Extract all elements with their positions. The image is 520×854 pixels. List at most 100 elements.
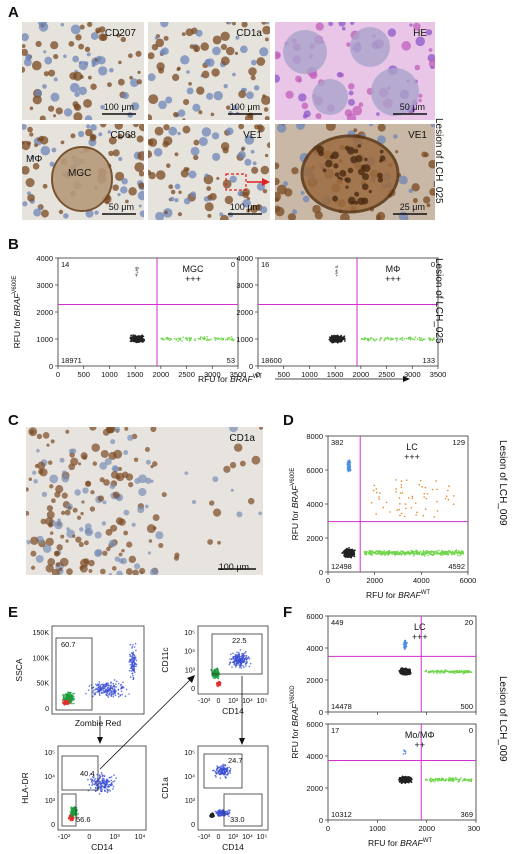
event-dot xyxy=(107,789,109,792)
cell-blob xyxy=(50,41,59,50)
cell-blob xyxy=(22,66,26,73)
cell-blob xyxy=(53,53,59,60)
tile-scale-label: 50 μm xyxy=(399,102,425,112)
event-dot xyxy=(96,780,98,783)
cell-blob xyxy=(117,192,121,197)
cell-blob xyxy=(183,197,191,205)
y-tick-label: 0 xyxy=(319,708,323,717)
event-dot xyxy=(242,665,244,667)
event-dot xyxy=(72,696,74,699)
cell-blob xyxy=(242,191,249,199)
event-dot xyxy=(216,768,218,771)
cell-blob xyxy=(106,546,111,552)
event-dot xyxy=(134,658,136,660)
cell-blob xyxy=(108,539,117,548)
event-dot xyxy=(73,811,75,814)
cell-blob xyxy=(46,443,50,447)
cell-blob xyxy=(31,60,42,71)
cell-blob xyxy=(315,113,322,120)
wt-droplet xyxy=(420,339,422,342)
event-dot xyxy=(246,661,248,664)
cell-blob xyxy=(29,429,35,435)
cell-blob xyxy=(430,124,435,128)
cell-blob xyxy=(401,41,412,51)
event-dot xyxy=(214,668,217,671)
y-tick-label: 3000 xyxy=(36,281,53,290)
cell-blob xyxy=(165,96,173,104)
wt-droplet xyxy=(169,338,172,340)
y-axis-label: SSCA xyxy=(14,658,24,681)
cell-blob xyxy=(90,83,97,90)
wt-droplet xyxy=(446,551,449,553)
cell-blob xyxy=(336,71,343,78)
cell-blob xyxy=(346,42,351,47)
cell-blob xyxy=(201,127,212,137)
cell-blob xyxy=(45,564,54,573)
event-dot xyxy=(68,695,70,697)
negative-droplet xyxy=(141,334,144,337)
giant-cell xyxy=(312,79,348,115)
cell-blob xyxy=(260,206,268,214)
event-dot xyxy=(65,697,67,700)
cell-blob xyxy=(152,461,158,467)
cell-blob xyxy=(78,43,85,50)
event-dot xyxy=(235,663,238,666)
cell-blob xyxy=(164,210,168,215)
x-tick-label: 3000 xyxy=(204,370,221,379)
cell-blob xyxy=(59,557,69,567)
cell-blob xyxy=(107,82,112,88)
y-tick-label: 2000 xyxy=(306,534,323,543)
event-dot xyxy=(220,772,223,775)
x-tick-label: 1500 xyxy=(127,370,144,379)
double-positive-droplet xyxy=(436,510,439,512)
cell-blob xyxy=(49,531,54,535)
event-dot xyxy=(237,656,239,659)
plot-title: LC xyxy=(406,442,418,452)
event-dot xyxy=(118,696,120,698)
cell-blob xyxy=(376,211,386,220)
tile-scale-label: 100 μm xyxy=(229,102,260,112)
cell-blob xyxy=(182,125,191,134)
tile-stain-label: CD1a xyxy=(236,28,262,39)
wt-droplet xyxy=(388,338,390,340)
y-tick-label: 0 xyxy=(49,362,53,371)
event-dot xyxy=(115,777,117,779)
cell-blob xyxy=(344,109,353,117)
event-dot xyxy=(103,685,106,688)
cell-blob xyxy=(68,506,72,510)
quadrant-count-top-left: 16 xyxy=(261,260,269,269)
cell-blob xyxy=(284,188,293,197)
wt-droplet xyxy=(377,550,380,552)
wt-droplet xyxy=(364,551,366,554)
cell-blob xyxy=(73,71,83,81)
wt-droplet xyxy=(409,553,411,556)
cell-blob xyxy=(298,93,307,102)
event-dot xyxy=(221,811,224,814)
event-dot xyxy=(132,652,134,655)
cell-blob xyxy=(42,183,48,189)
cell-blob xyxy=(170,189,176,195)
event-dot xyxy=(71,702,73,705)
double-positive-droplet xyxy=(400,512,403,515)
event-dot xyxy=(228,811,231,814)
zoomed-granule xyxy=(364,157,368,162)
event-dot xyxy=(69,816,72,818)
cell-blob xyxy=(134,563,141,570)
gate-box xyxy=(61,793,77,827)
wt-droplet xyxy=(206,338,209,340)
cell-blob xyxy=(118,60,122,65)
event-dot xyxy=(107,696,110,698)
event-dot xyxy=(232,658,234,660)
event-dot xyxy=(97,688,99,691)
cell-blob xyxy=(26,540,31,545)
wt-droplet xyxy=(194,338,196,340)
event-dot xyxy=(98,691,101,693)
wt-droplet xyxy=(220,338,222,341)
mutant-droplet xyxy=(335,269,338,271)
tile-stain-label: CD207 xyxy=(104,28,136,39)
x-tick-label: 1000 xyxy=(301,370,318,379)
wt-droplet xyxy=(371,550,374,552)
event-dot xyxy=(239,665,242,668)
cell-blob xyxy=(358,102,364,108)
